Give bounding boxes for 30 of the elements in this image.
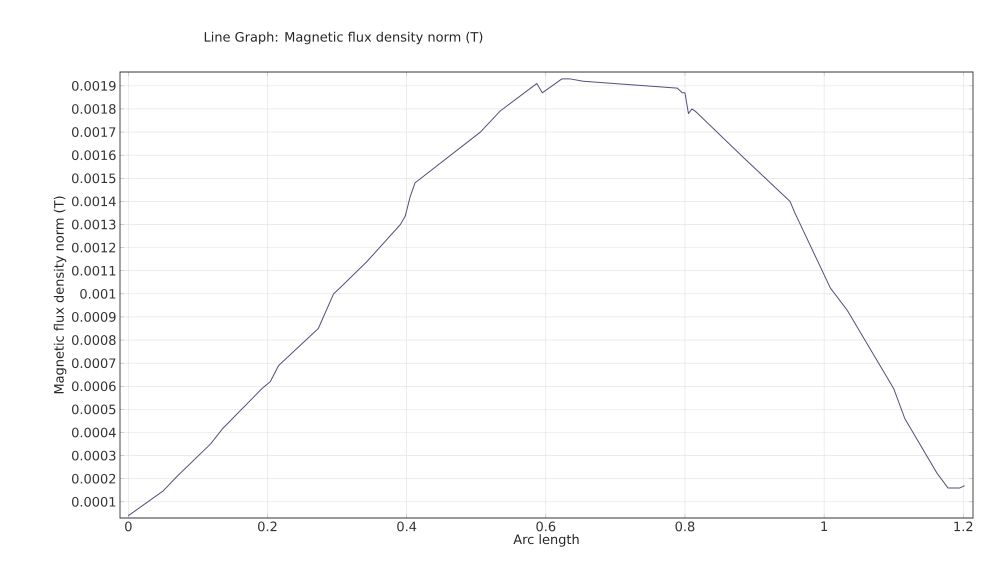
y-tick-label: 0.0004 <box>72 428 116 438</box>
x-axis-title: Arc length <box>513 534 579 547</box>
y-tick-label: 0.0015 <box>72 173 116 184</box>
y-tick-label: 0.0009 <box>72 312 116 322</box>
x-tick-label: 0.6 <box>536 522 556 532</box>
y-tick-label: 0.0014 <box>72 196 116 206</box>
chart-title: Line Graph: Magnetic flux density norm (T) <box>204 32 482 44</box>
y-tick-label: 0.0013 <box>72 220 116 230</box>
y-tick-label: 0.0002 <box>72 474 116 484</box>
y-tick-label: 0.0006 <box>72 381 116 392</box>
y-tick-label: 0.0016 <box>72 150 116 160</box>
y-tick-label: 0.0005 <box>72 404 116 414</box>
y-tick-label: 0.0007 <box>72 358 116 368</box>
x-tick-label: 0 <box>125 522 132 532</box>
y-tick-label: 0.0011 <box>72 266 116 276</box>
y-tick-label: 0.0008 <box>72 335 116 345</box>
x-tick-label: 0.8 <box>676 522 694 532</box>
y-tick-label: 0.0017 <box>72 127 116 137</box>
y-tick-label: 0.0003 <box>72 450 116 461</box>
y-tick-label: 0.0001 <box>72 496 116 507</box>
x-tick-label: 0.2 <box>258 522 276 532</box>
y-tick-label: 0.0018 <box>72 104 116 114</box>
y-tick-label: 0.0019 <box>72 80 116 91</box>
x-tick-label: 1 <box>821 522 828 531</box>
y-tick-label: 0.001 <box>80 288 116 299</box>
x-tick-label: 1.2 <box>954 522 972 532</box>
line-series <box>128 78 966 516</box>
y-tick-label: 0.0012 <box>72 242 116 253</box>
x-tick-label: 0.4 <box>397 522 416 532</box>
y-axis-title: Magnetic flux density norm (T) <box>54 196 66 394</box>
